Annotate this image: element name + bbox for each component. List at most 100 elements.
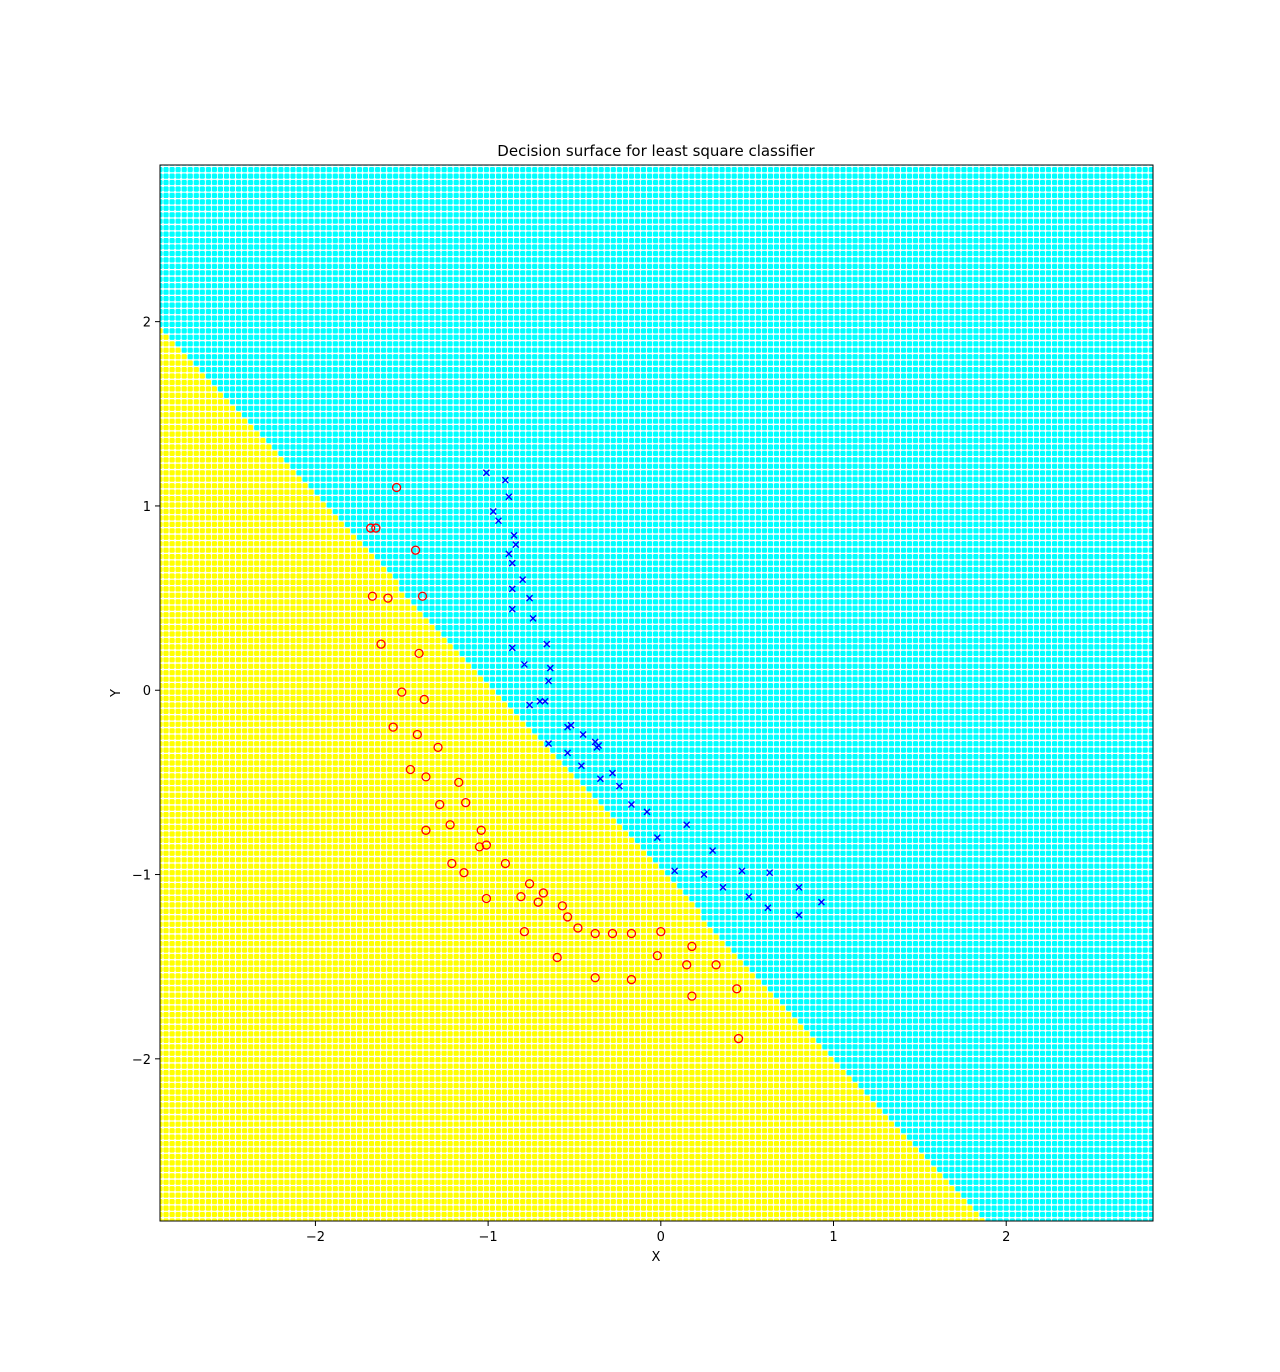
y-tick-label: 2 <box>143 316 151 331</box>
data-point-circle <box>412 729 422 740</box>
data-point-cross <box>526 701 534 709</box>
x-axis-label: X <box>652 1250 661 1265</box>
data-point-circle <box>687 991 697 1001</box>
data-point-cross <box>595 742 603 750</box>
data-point-circle <box>481 893 492 904</box>
data-point-cross <box>745 893 753 901</box>
data-point-cross <box>543 640 551 648</box>
data-point-circle <box>405 764 416 775</box>
data-point-cross <box>764 904 772 912</box>
data-point-cross <box>505 550 513 558</box>
data-point-circle <box>533 897 543 907</box>
y-axis: −2 −1 0 1 2 <box>132 316 160 1068</box>
data-point-circle <box>590 928 600 939</box>
data-point-cross <box>567 721 575 729</box>
data-point-circle <box>711 960 721 970</box>
data-point-cross <box>512 541 520 549</box>
data-point-circle <box>687 941 697 952</box>
data-point-circle <box>366 523 376 533</box>
data-point-cross <box>508 585 516 593</box>
data-point-circle <box>461 798 471 808</box>
data-point-circle <box>573 923 583 933</box>
surface-region-below <box>160 328 985 1221</box>
data-point-circle <box>435 799 445 810</box>
data-point-cross <box>795 911 803 919</box>
data-point-circle <box>388 722 398 732</box>
data-point-circle <box>421 772 431 782</box>
data-point-cross <box>510 531 518 539</box>
data-point-circle <box>732 984 742 994</box>
data-point-circle <box>656 927 666 937</box>
y-axis-label: Y <box>109 689 124 698</box>
surface-region-above <box>160 165 1153 1221</box>
plot-frame <box>159 164 1154 1222</box>
data-point-circle <box>474 842 485 852</box>
x-tick-label: −1 <box>479 1230 498 1245</box>
data-point-circle <box>682 960 692 970</box>
data-point-circle <box>590 973 600 983</box>
data-point-cross <box>738 867 746 875</box>
data-point-circle <box>383 593 393 603</box>
data-point-circle <box>421 825 431 835</box>
data-point-circle <box>607 928 618 939</box>
data-point-circle <box>419 694 429 705</box>
data-point-circle <box>626 928 637 939</box>
decision-surface <box>160 165 1153 1221</box>
data-point-cross <box>653 834 661 842</box>
y-tick-label: 1 <box>143 500 151 515</box>
data-point-circle <box>445 820 455 830</box>
data-point-cross <box>508 559 516 567</box>
data-point-cross <box>482 469 490 477</box>
data-point-circle <box>367 591 378 601</box>
x-axis: −2 −1 0 1 2 <box>306 1221 1010 1245</box>
data-point-circle <box>652 950 663 961</box>
data-point-cross <box>508 644 516 652</box>
data-point-circle <box>433 742 443 753</box>
data-point-circle <box>459 868 469 878</box>
y-tick-label: −1 <box>132 869 151 884</box>
data-point-cross <box>709 847 717 855</box>
data-point-cross <box>643 808 651 816</box>
data-point-cross <box>577 762 585 770</box>
data-point-cross <box>501 476 509 484</box>
data-point-circle <box>414 648 424 659</box>
data-point-cross <box>505 493 513 501</box>
data-point-circle <box>538 888 549 898</box>
x-tick-label: 1 <box>829 1230 837 1245</box>
data-point-circle <box>552 952 562 963</box>
data-point-cross <box>489 507 497 515</box>
data-point-cross <box>545 677 553 685</box>
data-point-circle <box>733 1033 744 1044</box>
x-tick-label: 2 <box>1002 1230 1010 1245</box>
data-point-cross <box>546 664 554 672</box>
x-tick-label: −2 <box>306 1230 325 1245</box>
data-point-cross <box>545 740 553 748</box>
data-point-cross <box>608 769 616 777</box>
data-point-circle <box>376 639 386 649</box>
data-point-cross <box>529 614 537 622</box>
data-point-cross <box>508 605 516 613</box>
data-point-cross <box>627 801 635 808</box>
data-point-circle <box>417 591 428 601</box>
x-tick-label: 0 <box>657 1230 665 1245</box>
data-point-cross <box>564 723 572 731</box>
data-point-cross <box>719 883 727 891</box>
data-point-circle <box>524 879 535 889</box>
data-point-circle <box>410 545 421 555</box>
data-point-cross <box>766 869 774 877</box>
data-point-cross <box>700 871 708 879</box>
data-point-cross <box>683 821 691 829</box>
data-point-cross <box>564 749 572 757</box>
data-point-cross <box>596 775 604 783</box>
data-point-circle <box>516 891 526 902</box>
data-point-circle <box>557 901 568 911</box>
data-point-circle <box>626 974 637 985</box>
data-point-cross <box>615 782 623 790</box>
data-points <box>366 469 825 1044</box>
data-point-cross <box>520 660 528 668</box>
data-point-circle <box>454 777 464 788</box>
data-point-circle <box>481 840 492 850</box>
data-point-circle <box>371 523 381 533</box>
data-point-cross <box>519 576 527 584</box>
